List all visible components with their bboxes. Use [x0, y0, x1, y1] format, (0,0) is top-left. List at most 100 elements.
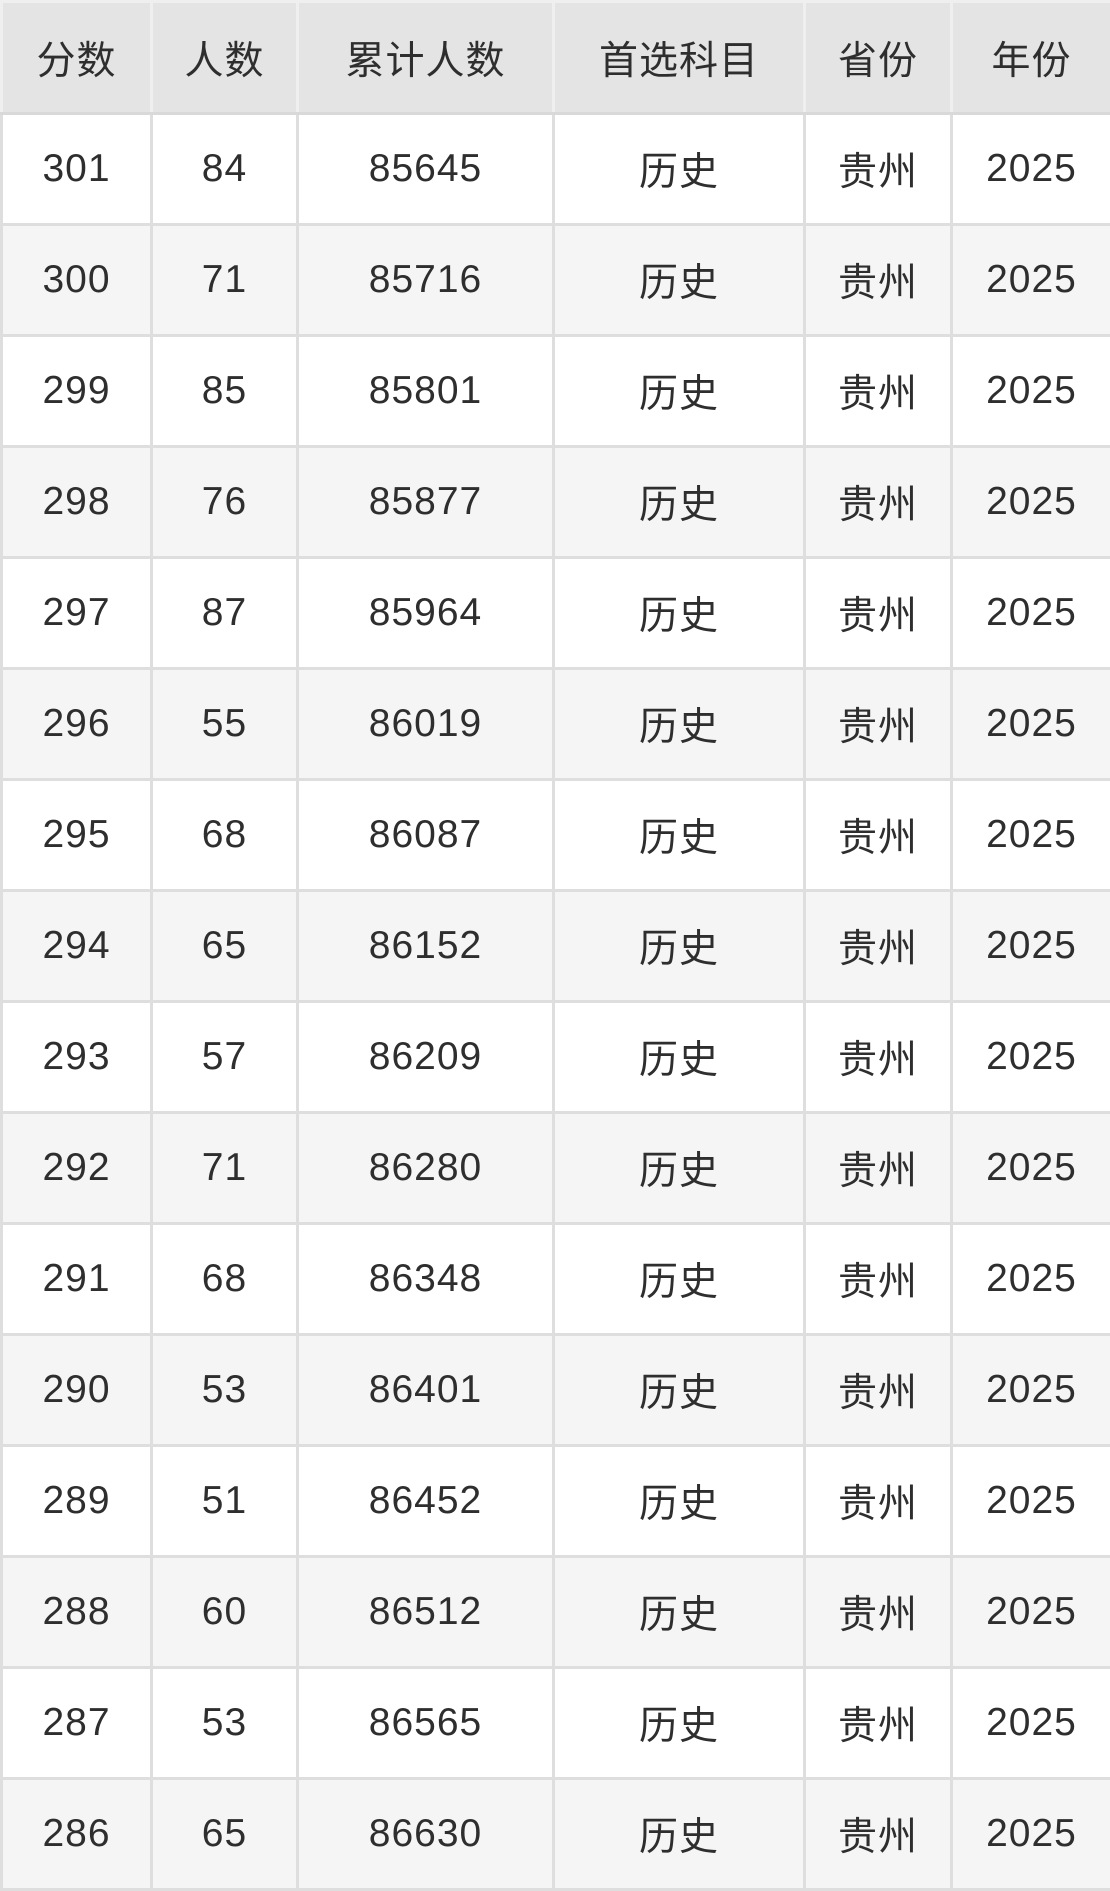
cell-score: 296	[2, 669, 152, 780]
cell-count: 71	[152, 225, 298, 336]
cell-province: 贵州	[805, 225, 952, 336]
cell-subject: 历史	[554, 1113, 805, 1224]
table-header: 分数人数累计人数首选科目省份年份	[2, 2, 1110, 114]
cell-province: 贵州	[805, 1113, 952, 1224]
cell-cumulative: 86152	[298, 891, 554, 1002]
cell-score: 293	[2, 1002, 152, 1113]
cell-score: 294	[2, 891, 152, 1002]
cell-province: 贵州	[805, 558, 952, 669]
cell-count: 60	[152, 1557, 298, 1668]
cell-subject: 历史	[554, 558, 805, 669]
cell-year: 2025	[952, 114, 1110, 225]
cell-count: 55	[152, 669, 298, 780]
cell-count: 68	[152, 780, 298, 891]
cell-subject: 历史	[554, 1779, 805, 1890]
cell-count: 51	[152, 1446, 298, 1557]
table-header-row: 分数人数累计人数首选科目省份年份	[2, 2, 1110, 114]
cell-count: 65	[152, 1779, 298, 1890]
cell-year: 2025	[952, 1779, 1110, 1890]
cell-subject: 历史	[554, 891, 805, 1002]
column-header-year: 年份	[952, 2, 1110, 114]
cell-cumulative: 86401	[298, 1335, 554, 1446]
column-header-count: 人数	[152, 2, 298, 114]
cell-subject: 历史	[554, 1446, 805, 1557]
cell-subject: 历史	[554, 114, 805, 225]
cell-subject: 历史	[554, 1224, 805, 1335]
cell-year: 2025	[952, 336, 1110, 447]
column-header-cumulative: 累计人数	[298, 2, 554, 114]
cell-year: 2025	[952, 669, 1110, 780]
cell-year: 2025	[952, 225, 1110, 336]
cell-year: 2025	[952, 1113, 1110, 1224]
cell-year: 2025	[952, 1557, 1110, 1668]
cell-province: 贵州	[805, 1779, 952, 1890]
cell-score: 298	[2, 447, 152, 558]
cell-score: 290	[2, 1335, 152, 1446]
cell-province: 贵州	[805, 669, 952, 780]
cell-subject: 历史	[554, 1557, 805, 1668]
column-header-subject: 首选科目	[554, 2, 805, 114]
cell-score: 301	[2, 114, 152, 225]
cell-year: 2025	[952, 558, 1110, 669]
cell-year: 2025	[952, 1002, 1110, 1113]
cell-count: 84	[152, 114, 298, 225]
cell-province: 贵州	[805, 1002, 952, 1113]
cell-cumulative: 86019	[298, 669, 554, 780]
cell-score: 300	[2, 225, 152, 336]
cell-province: 贵州	[805, 336, 952, 447]
cell-cumulative: 85645	[298, 114, 554, 225]
cell-cumulative: 85964	[298, 558, 554, 669]
cell-score: 288	[2, 1557, 152, 1668]
cell-year: 2025	[952, 780, 1110, 891]
cell-cumulative: 86280	[298, 1113, 554, 1224]
cell-count: 76	[152, 447, 298, 558]
cell-score: 297	[2, 558, 152, 669]
cell-subject: 历史	[554, 780, 805, 891]
cell-count: 57	[152, 1002, 298, 1113]
cell-subject: 历史	[554, 225, 805, 336]
cell-cumulative: 86348	[298, 1224, 554, 1335]
cell-count: 65	[152, 891, 298, 1002]
cell-province: 贵州	[805, 1335, 952, 1446]
cell-year: 2025	[952, 447, 1110, 558]
column-header-province: 省份	[805, 2, 952, 114]
cell-province: 贵州	[805, 114, 952, 225]
cell-year: 2025	[952, 1224, 1110, 1335]
cell-province: 贵州	[805, 447, 952, 558]
cell-count: 87	[152, 558, 298, 669]
cell-cumulative: 86630	[298, 1779, 554, 1890]
cell-count: 68	[152, 1224, 298, 1335]
cell-year: 2025	[952, 1446, 1110, 1557]
cell-province: 贵州	[805, 1557, 952, 1668]
cell-score: 287	[2, 1668, 152, 1779]
cell-score: 289	[2, 1446, 152, 1557]
cell-cumulative: 86209	[298, 1002, 554, 1113]
cell-subject: 历史	[554, 447, 805, 558]
cell-year: 2025	[952, 1335, 1110, 1446]
cell-year: 2025	[952, 891, 1110, 1002]
cell-province: 贵州	[805, 1668, 952, 1779]
cell-count: 85	[152, 336, 298, 447]
cell-score: 295	[2, 780, 152, 891]
cell-cumulative: 86565	[298, 1668, 554, 1779]
cell-province: 贵州	[805, 1224, 952, 1335]
cell-subject: 历史	[554, 1002, 805, 1113]
column-header-score: 分数	[2, 2, 152, 114]
cell-score: 286	[2, 1779, 152, 1890]
cell-count: 53	[152, 1668, 298, 1779]
